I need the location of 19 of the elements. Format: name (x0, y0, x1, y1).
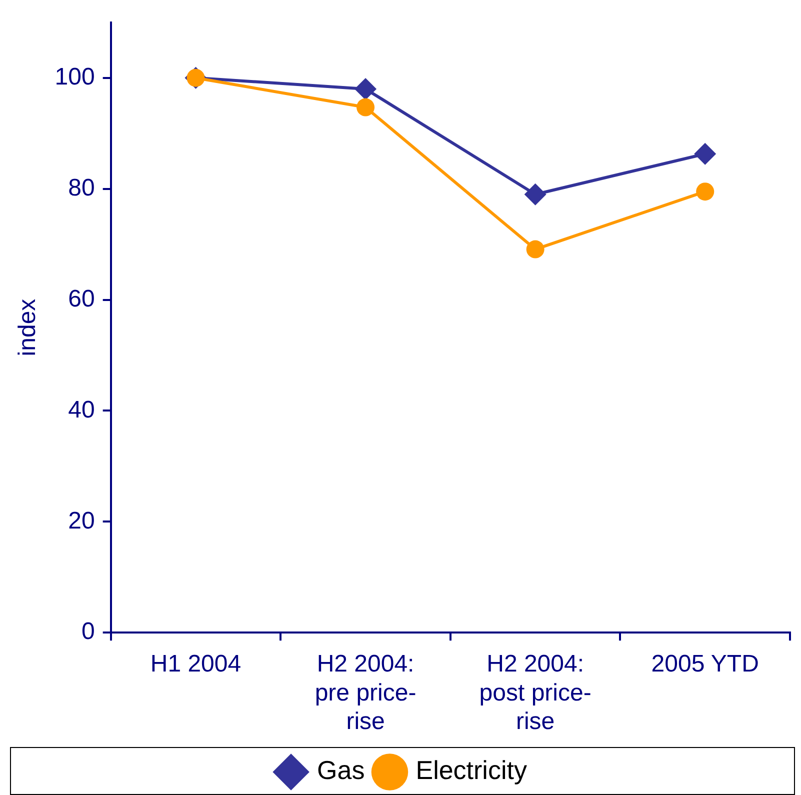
point (354, 78, 377, 100)
legend-label: Electricity (416, 755, 527, 786)
point (694, 142, 716, 165)
point (526, 240, 544, 258)
x-tick-label: H1 2004 (150, 650, 242, 678)
y-tick-label: 40 (68, 396, 95, 424)
x-tick-label: 2005 YTD (651, 650, 759, 678)
y-axis-title: index (14, 298, 42, 356)
point (524, 183, 546, 206)
x-tick-label: H2 2004: pre price-rise (314, 650, 416, 736)
point (356, 98, 375, 116)
y-tick-label: 100 (54, 64, 95, 90)
y-tick-label: 20 (68, 507, 95, 534)
y-tick-label: 0 (81, 618, 95, 646)
point (696, 182, 714, 201)
y-tick-label: 80 (68, 174, 95, 202)
legend-label: Gas (317, 755, 365, 786)
y-tick-label: 60 (68, 285, 95, 312)
x-tick-label: H2 2004: post price-rise (479, 650, 592, 736)
